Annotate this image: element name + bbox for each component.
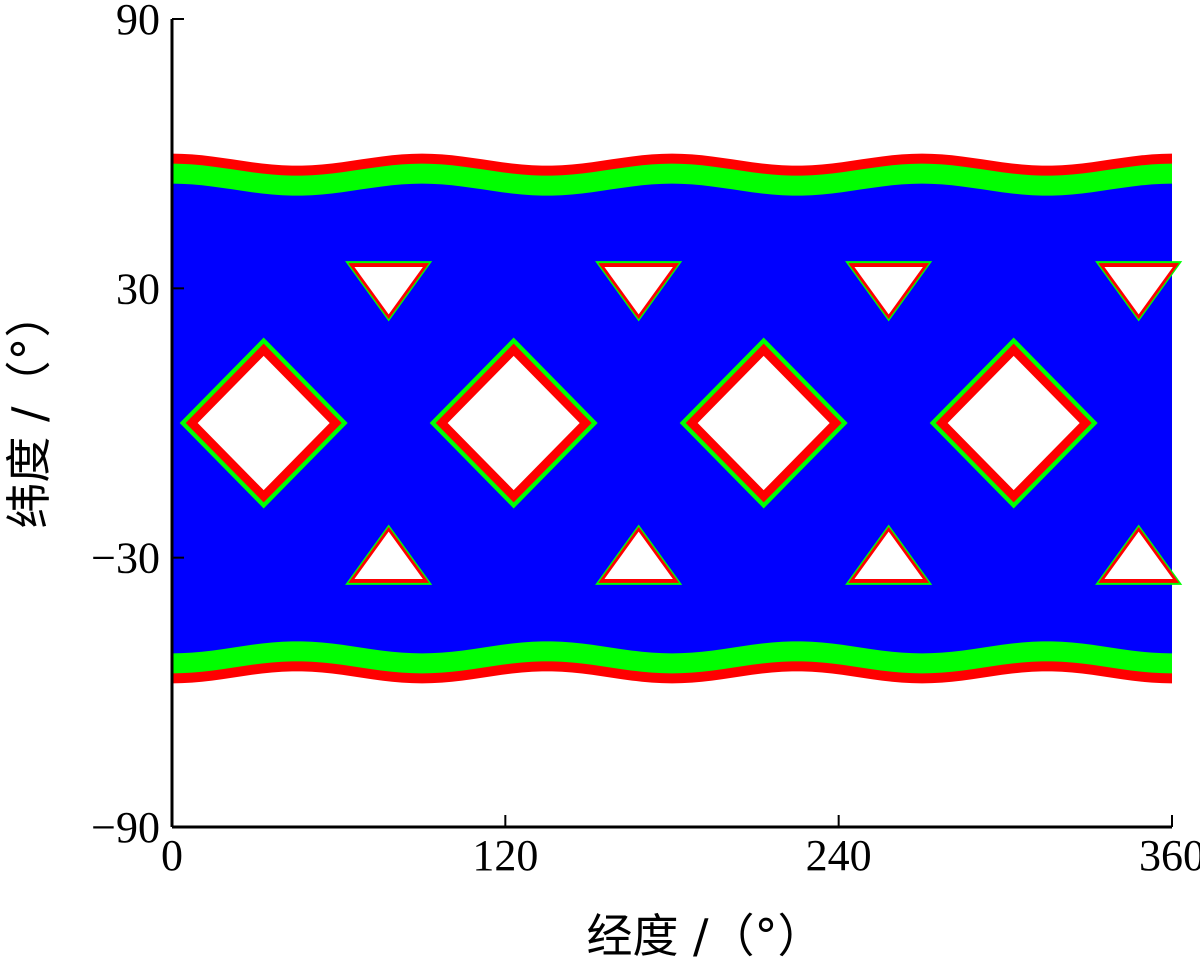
hole-0-uncovered [197, 355, 330, 491]
hole-4-uncovered [354, 267, 423, 315]
x-axis-title: 经度 /（°） [586, 909, 823, 963]
y-tick-label-3: −90 [91, 803, 160, 852]
hole-2-uncovered [697, 355, 830, 491]
x-tick-label-0: 0 [161, 831, 183, 880]
coverage-band-covered [172, 183, 1172, 654]
hole-11-uncovered [1104, 531, 1173, 579]
x-tick-label-2: 240 [806, 831, 872, 880]
hole-10-uncovered [854, 531, 923, 579]
hole-5-uncovered [604, 267, 673, 315]
y-tick-label-0: 90 [116, 0, 160, 44]
hole-9-uncovered [604, 531, 673, 579]
y-axis-title: 纬度 /（°） [2, 291, 56, 528]
x-tick-label-1: 120 [472, 831, 538, 880]
x-tick-label-3: 360 [1139, 831, 1200, 880]
tick-labels: 0 120 240 360 90 30 −30 −90 [91, 0, 1200, 880]
y-tick-label-2: −30 [91, 534, 160, 583]
hole-1-uncovered [447, 355, 580, 491]
hole-8-uncovered [354, 531, 423, 579]
plot-area [172, 153, 1183, 684]
axes [170, 19, 1172, 829]
hole-6-uncovered [854, 267, 923, 315]
hole-7-uncovered [1104, 267, 1173, 315]
y-tick-label-1: 30 [116, 264, 160, 313]
tick-marks [171, 18, 1173, 828]
hole-3-uncovered [947, 355, 1080, 491]
